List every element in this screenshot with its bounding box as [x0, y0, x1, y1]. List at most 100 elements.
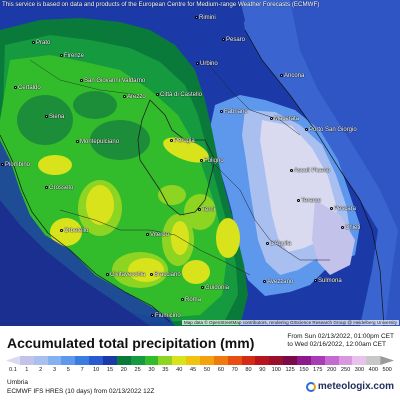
scale-swatch [6, 356, 20, 365]
scale-tick-label: 20 [120, 367, 127, 373]
city-dot-icon [314, 278, 317, 282]
city-label: Teramo [297, 198, 321, 204]
city-label: Pescara [330, 206, 356, 212]
city-name: San Giovanni Valdarno [84, 78, 146, 84]
city-label: Fiumicino [151, 313, 181, 319]
scale-tick-label: 90 [259, 367, 266, 373]
color-scale-bar [6, 356, 395, 365]
legend-panel: Accumulated total precipitation (mm) Fro… [0, 326, 400, 400]
scale-tick-label: 250 [340, 367, 351, 373]
scale-tick-label: 3 [52, 367, 57, 373]
city-dot-icon [150, 272, 153, 276]
city-name: Macerata [274, 116, 300, 122]
city-name: Ancona [284, 73, 305, 79]
city-label: Sulmona [314, 278, 342, 284]
scale-swatch [61, 356, 76, 365]
map-attribution[interactable]: Map data © OpenStreetMap contributors, r… [181, 320, 399, 325]
scale-swatch [297, 356, 311, 365]
city-label: Rimini [195, 15, 216, 21]
scale-tick-label: 5 [66, 367, 70, 373]
city-dot-icon [45, 185, 48, 189]
city-name: Fabriano [224, 109, 248, 115]
scale-tick-label: 200 [327, 367, 337, 373]
city-dot-icon [200, 158, 203, 162]
city-label: Viterbo [146, 232, 169, 238]
city-dot-icon [14, 85, 17, 89]
scale-swatch [269, 356, 284, 365]
city-name: Arezzo [127, 94, 146, 100]
scale-swatch [352, 356, 367, 365]
time-from: From Sun 02/13/2022, 01:00pm CET [287, 333, 394, 340]
scale-swatch [366, 356, 381, 365]
city-dot-icon [270, 116, 273, 120]
scale-tick-label: 2 [39, 367, 43, 373]
city-label: San Giovanni Valdarno [80, 78, 145, 84]
region-label: Umbria [7, 379, 28, 386]
city-label: Città di Castello [156, 92, 202, 98]
city-name: Grosseto [49, 185, 74, 191]
scale-swatch [75, 356, 90, 365]
scale-swatch [310, 356, 325, 365]
scale-tick-label: 7 [80, 367, 84, 373]
precipitation-map[interactable]: This service is based on data and produc… [0, 0, 400, 326]
scale-tick-label: 70 [231, 367, 238, 373]
scale-swatch [324, 356, 339, 365]
scale-swatch [89, 356, 104, 365]
city-name: Rimini [199, 15, 216, 21]
city-name: Prato [36, 40, 51, 46]
city-dot-icon [220, 109, 223, 113]
city-label: Urbino [196, 61, 218, 67]
city-dot-icon [266, 241, 269, 245]
scale-tick-label: 45 [189, 367, 197, 373]
city-name: Teramo [301, 198, 322, 204]
city-dot-icon [341, 225, 344, 229]
city-dot-icon [146, 232, 149, 236]
city-label: Orbetello [60, 228, 88, 234]
city-dot-icon [80, 78, 83, 82]
brand-logo[interactable]: meteologix.com [305, 381, 394, 392]
scale-swatch [186, 356, 201, 365]
city-name: Ascoli Piceno [294, 168, 331, 174]
brand-name: meteologix.com [317, 381, 394, 392]
city-dot-icon [263, 279, 266, 283]
scale-tick-label: 400 [368, 367, 378, 373]
scale-tick-label: 40 [176, 367, 183, 373]
city-label: Firenze [60, 53, 84, 59]
scale-tick-label: 30 [148, 367, 155, 373]
scale-swatch [130, 356, 145, 365]
city-dot-icon [305, 127, 308, 131]
city-name: Firenze [64, 53, 85, 59]
city-name: Bracciano [154, 272, 181, 278]
city-name: Sulmona [318, 278, 342, 284]
city-dot-icon [222, 37, 225, 41]
city-label: Pesaro [222, 37, 245, 43]
scale-tick-label: 300 [354, 367, 365, 373]
scale-swatch [255, 356, 270, 365]
city-label: Foligno [200, 158, 224, 164]
scale-swatch [172, 356, 187, 365]
data-source-notice: This service is based on data and produc… [2, 1, 320, 8]
city-label: Fabriano [220, 109, 248, 115]
scale-tick-label: 15 [106, 367, 114, 373]
city-label: Certaldo [14, 85, 41, 91]
city-label: Prato [32, 40, 50, 46]
city-dot-icon [32, 40, 35, 44]
scale-tick-label: 60 [217, 367, 224, 373]
city-label: Macerata [270, 116, 299, 122]
city-label: Civitavecchia [106, 272, 145, 278]
time-range: From Sun 02/13/2022, 01:00pm CET to Wed … [287, 333, 394, 349]
city-label: Chieti [341, 225, 360, 231]
scale-tick-label: 500 [382, 367, 392, 373]
color-scale-ticks: 0.1 1 2 3 5 7 10 15 20 25 30 35 40 45 50 60 70 80 90 100 125… [6, 367, 394, 375]
scale-swatch [380, 356, 395, 365]
scale-swatch [227, 356, 242, 365]
scale-swatch [283, 356, 298, 365]
scale-tick-label: 1 [25, 367, 29, 373]
city-label: Piombino [1, 162, 30, 168]
scale-tick-label: 175 [313, 367, 323, 373]
city-label: Terni [198, 207, 215, 213]
scale-swatch [19, 356, 34, 365]
city-dot-icon [280, 73, 283, 77]
city-name: Civitavecchia [110, 272, 146, 278]
scale-tick-label: 35 [162, 367, 169, 373]
